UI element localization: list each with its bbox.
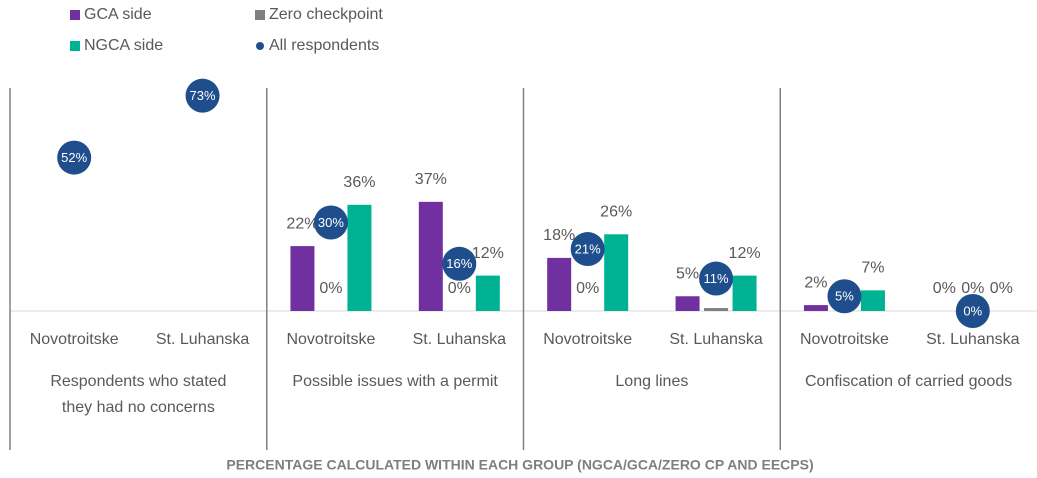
data-label: 37% — [415, 171, 447, 188]
data-label: 5% — [676, 265, 699, 282]
dot-label: 21% — [575, 241, 601, 256]
dot-label: 30% — [318, 215, 344, 230]
bar — [803, 305, 828, 311]
legend-label: Zero checkpoint — [269, 6, 383, 23]
data-label: 36% — [343, 174, 375, 191]
group-label: Possible issues with a permit — [292, 373, 498, 390]
x-tick-label: Novotroitske — [286, 331, 375, 348]
bar — [347, 204, 372, 311]
bar — [418, 201, 443, 311]
bar — [860, 290, 885, 311]
data-label: 22% — [286, 215, 318, 232]
bar — [475, 275, 500, 311]
legend-swatch — [70, 10, 80, 20]
x-axis-title: PERCENTAGE CALCULATED WITHIN EACH GROUP … — [226, 457, 813, 473]
legend-swatch — [255, 10, 265, 20]
bar — [675, 296, 700, 311]
group-label: Respondents who stated — [50, 373, 226, 390]
data-label: 0% — [319, 280, 342, 297]
x-tick-label: St. Luhanska — [669, 331, 763, 348]
dot-label: 73% — [190, 88, 216, 103]
dot-label: 0% — [963, 303, 982, 318]
data-label: 0% — [448, 280, 471, 297]
data-label: 18% — [543, 227, 575, 244]
dot — [699, 261, 734, 296]
dot — [57, 140, 92, 175]
group-label: they had no concerns — [62, 399, 215, 416]
bar — [704, 308, 729, 311]
dot — [955, 294, 990, 328]
dot-label: 16% — [446, 256, 472, 271]
x-tick-label: St. Luhanska — [156, 331, 250, 348]
bar — [732, 275, 757, 311]
bar — [547, 257, 572, 311]
data-label: 0% — [961, 280, 984, 297]
dot — [185, 78, 220, 113]
x-tick-label: Novotroitske — [800, 331, 889, 348]
data-label: 0% — [990, 280, 1013, 297]
data-label: 7% — [861, 260, 884, 277]
bar — [604, 234, 629, 311]
x-tick-label: St. Luhanska — [413, 331, 507, 348]
legend-label: NGCA side — [84, 37, 163, 54]
x-tick-label: Novotroitske — [543, 331, 632, 348]
dot — [442, 246, 477, 281]
data-label: 26% — [600, 204, 632, 221]
dot-label: 11% — [704, 271, 729, 286]
bar — [290, 246, 315, 311]
legend-swatch — [70, 41, 80, 51]
dot-label: 52% — [61, 150, 87, 165]
data-label: 0% — [576, 280, 599, 297]
group-label: Long lines — [615, 373, 688, 390]
group-label: Confiscation of carried goods — [805, 373, 1012, 390]
dot — [827, 279, 862, 314]
dot — [313, 205, 348, 240]
x-tick-label: St. Luhanska — [926, 331, 1020, 348]
data-label: 12% — [729, 245, 761, 262]
dot — [570, 232, 605, 267]
legend-label: All respondents — [269, 37, 379, 54]
data-label: 12% — [472, 245, 504, 262]
data-label: 0% — [933, 280, 956, 297]
x-tick-label: Novotroitske — [30, 331, 119, 348]
dot-label: 5% — [835, 289, 854, 304]
data-label: 2% — [804, 274, 827, 291]
legend-swatch — [256, 42, 264, 50]
legend-label: GCA side — [84, 6, 152, 23]
